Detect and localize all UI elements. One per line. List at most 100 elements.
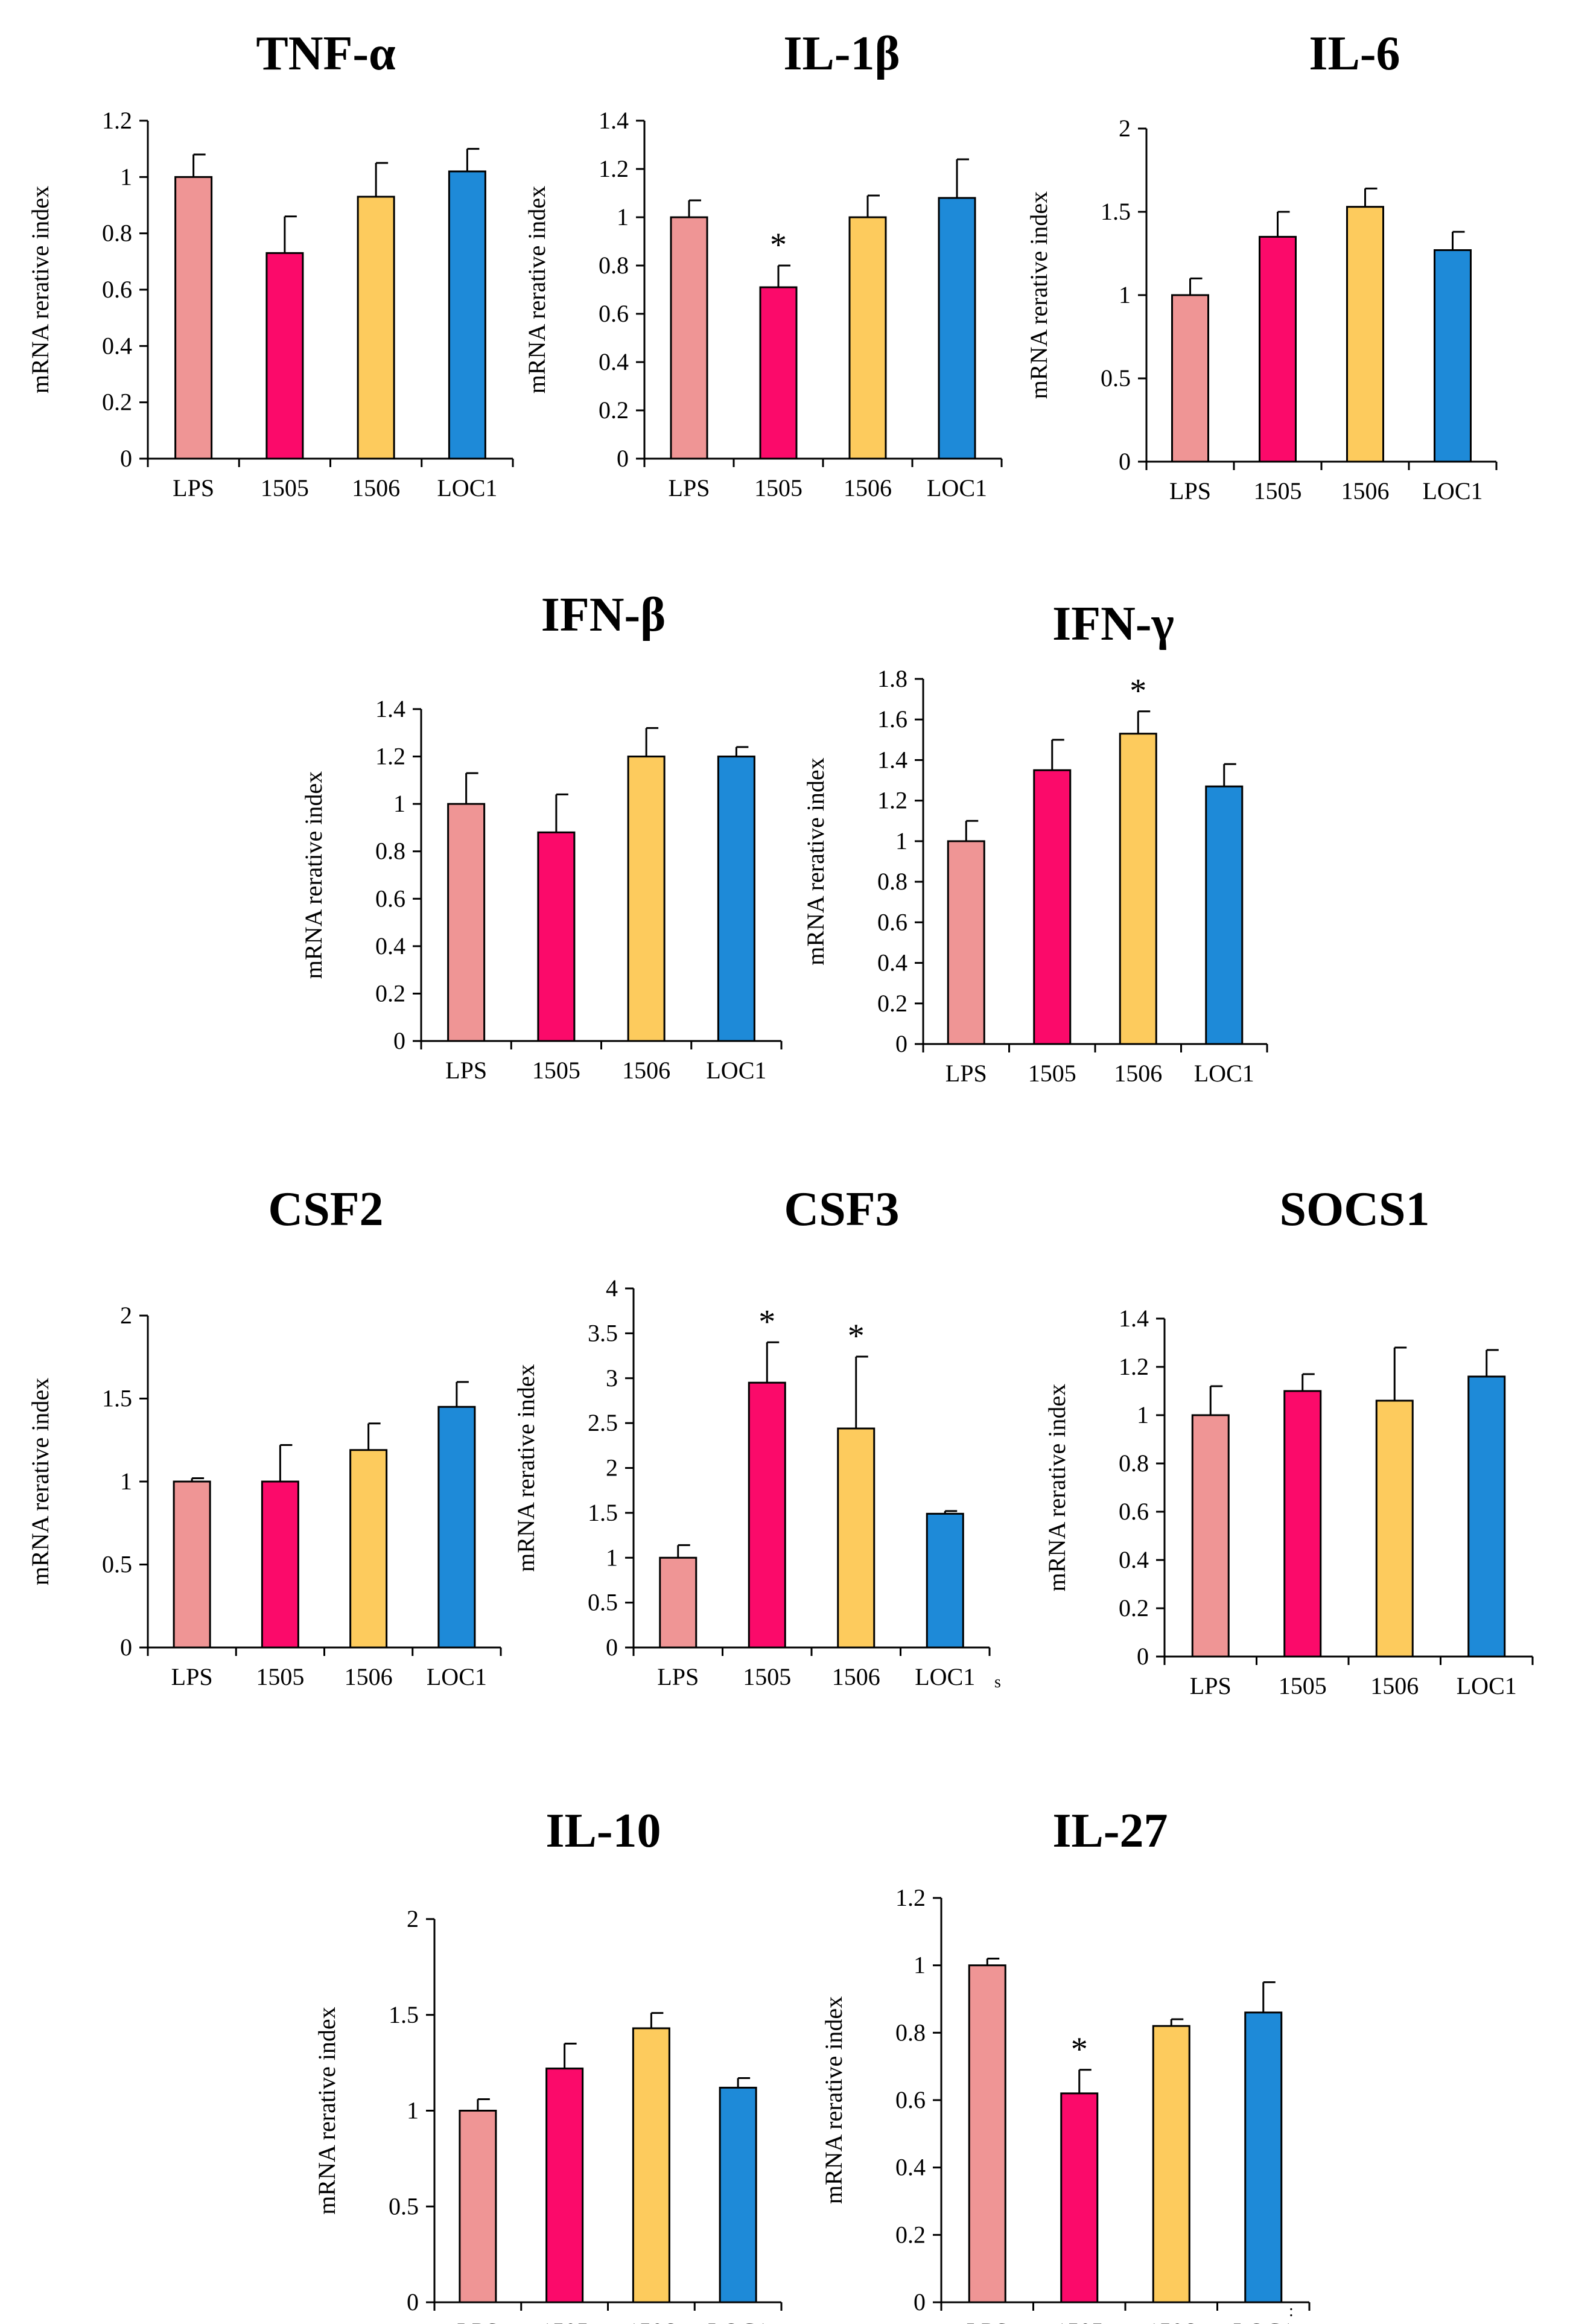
- x-tick-label: LOC1: [706, 1057, 766, 1084]
- y-tick-label: 1: [895, 827, 907, 855]
- x-tick-label: LPS: [173, 474, 214, 501]
- significance-star: *: [1071, 2031, 1088, 2068]
- significance-star: *: [758, 1303, 775, 1340]
- y-axis-label: mRNA rerative index: [313, 2007, 340, 2214]
- y-tick-label: 1: [120, 163, 132, 190]
- y-tick-label: 4: [606, 1275, 618, 1302]
- bar-1505: [759, 286, 798, 460]
- x-tick-label: LPS: [457, 2318, 498, 2324]
- y-tick-label: 1.5: [1101, 198, 1131, 225]
- x-tick-label: LOC1: [1194, 1060, 1254, 1087]
- bar-1506: [632, 2027, 670, 2303]
- bar-loc1: [1244, 2011, 1283, 2303]
- bar-1505: [1283, 1390, 1322, 1658]
- x-tick-label: 1505: [261, 474, 309, 501]
- y-tick-label: 0.2: [599, 396, 629, 424]
- bar-1506: [1375, 1399, 1414, 1658]
- y-tick-label: 1.2: [375, 743, 405, 770]
- y-tick-label: 1.2: [877, 787, 907, 814]
- significance-star: *: [1130, 672, 1146, 710]
- y-tick-label: 0: [120, 1634, 132, 1661]
- chart-title: IL-6: [1309, 27, 1400, 80]
- bar-lps: [947, 840, 985, 1045]
- x-tick-label: 1506: [1114, 1060, 1162, 1087]
- x-tick-label: 1505: [1254, 477, 1302, 505]
- y-tick-label: 1.2: [895, 1884, 926, 1911]
- y-tick-label: 0.4: [599, 348, 629, 375]
- chart-title: SOCS1: [1280, 1183, 1430, 1236]
- bar-lps: [1191, 1414, 1230, 1658]
- chart-il-6: IL-6 mRNA rerative index 0 0.5 1 1.5 2 LPS 1505 1…: [1025, 27, 1498, 505]
- bar-loc1: [448, 170, 486, 460]
- y-tick-label: 1: [407, 2097, 419, 2124]
- x-tick-label: 1506: [1147, 2318, 1195, 2324]
- y-tick-label: 0.8: [1119, 1450, 1149, 1477]
- chart-tnf-alpha: TNF-α mRNA rerative index 0 0.2 0.4 0.6 0.8 1 1.…: [27, 27, 514, 501]
- x-tick-label: 1506: [345, 1663, 393, 1690]
- y-tick-label: 3: [606, 1364, 618, 1392]
- bar-1506: [349, 1449, 388, 1649]
- y-tick-label: 0: [617, 445, 629, 472]
- y-tick-label: 1: [1119, 281, 1131, 308]
- y-tick-label: 0.4: [1119, 1546, 1149, 1573]
- bar-lps: [173, 1480, 211, 1649]
- bar-loc1: [437, 1406, 476, 1649]
- x-tick-label: LOC1: [915, 1663, 975, 1690]
- y-tick-label: 0.8: [102, 220, 132, 247]
- y-axis-label: mRNA rerative index: [27, 1378, 54, 1585]
- bar-loc1: [938, 197, 976, 460]
- bar-1506: [357, 196, 395, 460]
- chart-title: IFN-γ: [1052, 597, 1174, 651]
- chart-title: TNF-α: [256, 27, 395, 80]
- bar-loc1: [719, 2086, 757, 2303]
- bar-lps: [670, 216, 708, 460]
- x-tick-label: LOC1: [708, 2318, 768, 2324]
- bar-1505: [1060, 2092, 1099, 2303]
- y-tick-label: 0.6: [895, 2086, 926, 2113]
- x-tick-label: LPS: [945, 1060, 987, 1087]
- chart-il-10: IL-10 mRNA rerative index 0 0.5 1 1.5 2 LPS 1505…: [313, 1804, 783, 2324]
- y-tick-label: 1.4: [877, 746, 907, 773]
- y-tick-label: 1: [393, 790, 405, 817]
- bar-lps: [174, 176, 213, 460]
- bar-lps: [447, 803, 486, 1042]
- chart-title: IFN-β: [541, 588, 666, 641]
- x-tick-label: LPS: [445, 1057, 487, 1084]
- bar-lps: [659, 1556, 698, 1649]
- stray-mark-s: s: [994, 1673, 1001, 1692]
- y-axis-label: mRNA rerative index: [1025, 191, 1052, 399]
- x-tick-label: 1505: [1055, 2318, 1104, 2324]
- bar-1505: [545, 2068, 584, 2303]
- significance-star: *: [770, 226, 787, 264]
- y-tick-label: 0.2: [102, 389, 132, 416]
- x-tick-label: 1506: [1341, 477, 1390, 505]
- x-tick-label: 1505: [754, 474, 802, 501]
- x-tick-label: LPS: [1190, 1672, 1232, 1699]
- bar-loc1: [717, 756, 755, 1042]
- y-tick-label: 0.6: [102, 276, 132, 303]
- x-tick-label: 1505: [256, 1663, 304, 1690]
- y-tick-label: 1.5: [102, 1385, 132, 1412]
- y-tick-label: 0.6: [599, 300, 629, 327]
- y-tick-label: 0: [914, 2288, 926, 2316]
- y-tick-label: 0: [895, 1030, 907, 1057]
- y-tick-label: 0: [1137, 1643, 1149, 1670]
- chart-csf2: CSF2 mRNA rerative index 0 0.5 1 1.5 2 LPS 1505 1…: [27, 1183, 502, 1690]
- x-tick-label: LPS: [669, 474, 710, 501]
- y-tick-label: 0: [407, 2288, 419, 2316]
- bar-loc1: [1467, 1375, 1506, 1658]
- y-tick-label: 0.8: [599, 252, 629, 279]
- y-tick-label: 0.2: [1119, 1594, 1149, 1622]
- y-tick-label: 2: [120, 1302, 132, 1329]
- bar-loc1: [926, 1512, 964, 1649]
- significance-star: *: [848, 1317, 865, 1355]
- bar-1505: [265, 252, 304, 460]
- x-tick-label: 1506: [352, 474, 400, 501]
- y-tick-label: 1.5: [389, 2001, 419, 2028]
- x-tick-label: LPS: [657, 1663, 699, 1690]
- bar-1505: [748, 1381, 786, 1649]
- y-axis-label: mRNA rerative index: [523, 186, 550, 393]
- chart-title: CSF3: [784, 1183, 899, 1236]
- x-tick-label: 1506: [627, 2318, 675, 2324]
- y-tick-label: 1.4: [375, 695, 405, 722]
